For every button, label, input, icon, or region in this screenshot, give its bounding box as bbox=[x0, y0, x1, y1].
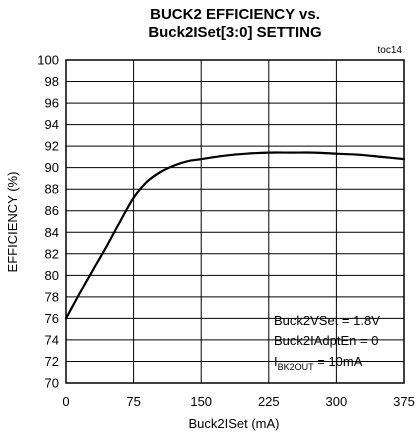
y-axis-label: EFFICIENCY (%) bbox=[5, 172, 20, 273]
annotation-adapt: Buck2IAdptEn = 0 bbox=[274, 333, 378, 348]
y-tick-label: 84 bbox=[45, 225, 59, 240]
x-tick-label: 0 bbox=[62, 394, 69, 409]
x-tick-label: 225 bbox=[258, 394, 280, 409]
annotation-iout: IBK2OUT = 10mA bbox=[274, 354, 363, 372]
y-tick-label: 98 bbox=[45, 74, 59, 89]
chart-title-line-1: BUCK2 EFFICIENCY vs. bbox=[150, 6, 320, 23]
annotation-vset: Buck2VSet = 1.8V bbox=[274, 313, 380, 328]
x-tick-label: 75 bbox=[126, 394, 140, 409]
y-tick-label: 70 bbox=[45, 376, 59, 391]
y-tick-label: 74 bbox=[45, 332, 59, 347]
y-tick-label: 96 bbox=[45, 96, 59, 111]
y-tick-label: 94 bbox=[45, 117, 59, 132]
x-axis-label: Buck2ISet (mA) bbox=[188, 416, 279, 431]
chart-title-line-2: Buck2ISet[3:0] SETTING bbox=[148, 24, 322, 41]
y-tick-label: 86 bbox=[45, 203, 59, 218]
plot-frame bbox=[65, 59, 405, 384]
x-tick-label: 300 bbox=[326, 394, 348, 409]
annotation-iout-suffix: = 10mA bbox=[314, 354, 363, 369]
y-tick-label: 92 bbox=[45, 139, 59, 154]
efficiency-series-line bbox=[64, 151, 406, 320]
y-tick-label: 88 bbox=[45, 182, 59, 197]
y-tick-label: 82 bbox=[45, 246, 59, 261]
conditions-annotation: Buck2VSet = 1.8V Buck2IAdptEn = 0 IBK2OU… bbox=[274, 313, 380, 372]
y-tick-label: 80 bbox=[45, 268, 59, 283]
annotation-iout-prefix: I bbox=[274, 354, 278, 369]
x-tick-label: 150 bbox=[190, 394, 212, 409]
y-tick-label: 76 bbox=[45, 311, 59, 326]
y-tick-label: 90 bbox=[45, 160, 59, 175]
y-tick-label: 100 bbox=[37, 53, 59, 68]
annotation-iout-subscript: BK2OUT bbox=[278, 362, 315, 372]
x-tick-label: 375 bbox=[393, 394, 415, 409]
figure-id-label: toc14 bbox=[378, 45, 403, 56]
y-tick-label: 78 bbox=[45, 289, 59, 304]
y-tick-label: 72 bbox=[45, 354, 59, 369]
